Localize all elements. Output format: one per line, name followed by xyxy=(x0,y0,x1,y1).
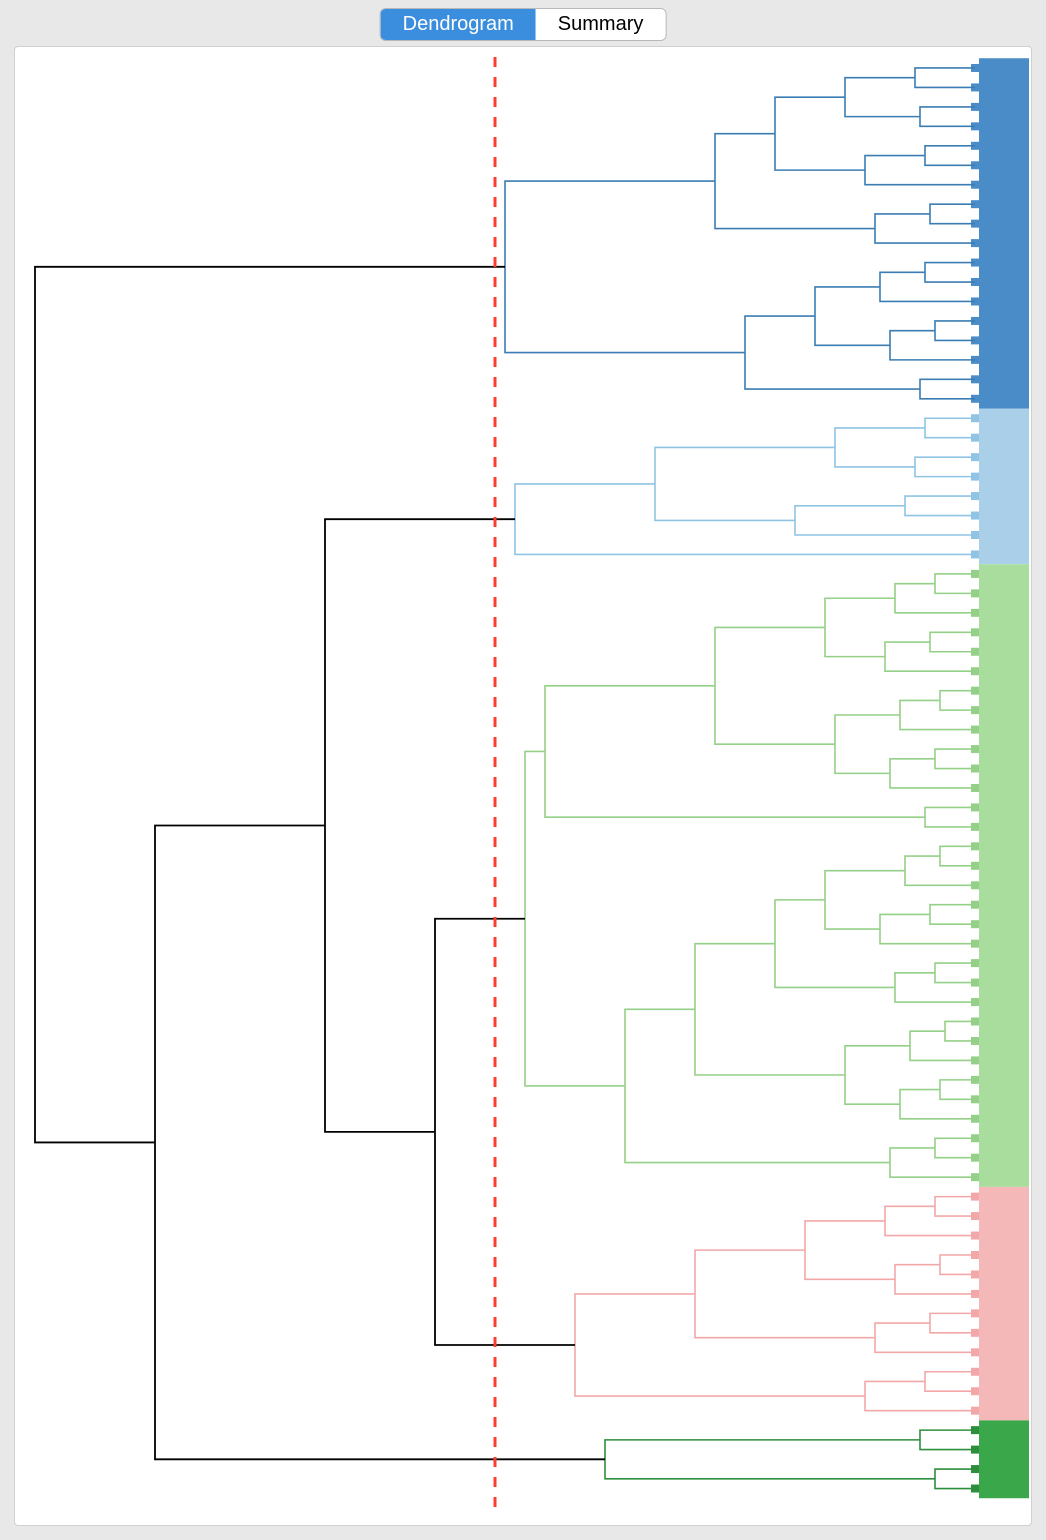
app-container: Dendrogram Summary xyxy=(0,0,1046,1540)
tab-bar: Dendrogram Summary xyxy=(380,8,667,41)
dendrogram-panel xyxy=(14,46,1032,1526)
tab-dendrogram[interactable]: Dendrogram xyxy=(381,9,536,40)
dendrogram-chart xyxy=(15,47,1033,1525)
tab-summary[interactable]: Summary xyxy=(536,9,666,40)
